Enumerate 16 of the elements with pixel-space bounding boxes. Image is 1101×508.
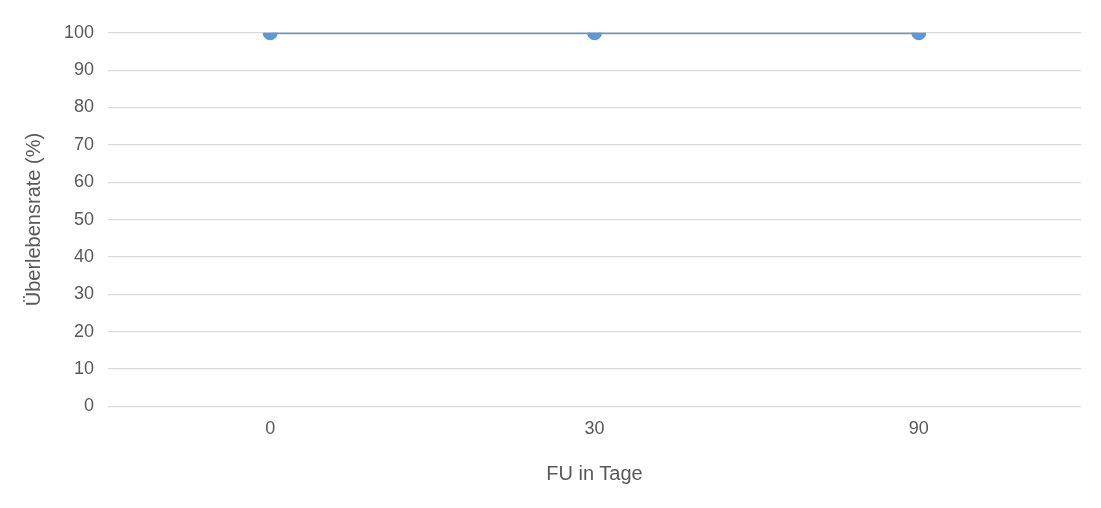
y-axis-title: Überlebensrate (%) bbox=[21, 132, 44, 307]
y-tick-label: 0 bbox=[84, 395, 95, 416]
x-tick-label: 30 bbox=[584, 418, 605, 439]
y-tick-label: 70 bbox=[74, 133, 95, 154]
y-tick-label: 20 bbox=[74, 320, 95, 341]
x-axis-title: FU in Tage bbox=[546, 461, 643, 484]
y-tick-label: 40 bbox=[74, 245, 95, 266]
y-tick-label: 90 bbox=[74, 59, 95, 80]
y-tick-label: 60 bbox=[74, 171, 95, 192]
y-tick-label: 50 bbox=[74, 208, 95, 229]
x-tick-label: 90 bbox=[908, 418, 929, 439]
x-tick-label: 0 bbox=[265, 418, 276, 439]
y-tick-label: 80 bbox=[74, 96, 95, 117]
y-tick-label: 10 bbox=[74, 358, 95, 379]
y-tick-label: 30 bbox=[74, 283, 95, 304]
y-tick-label: 100 bbox=[63, 21, 95, 42]
